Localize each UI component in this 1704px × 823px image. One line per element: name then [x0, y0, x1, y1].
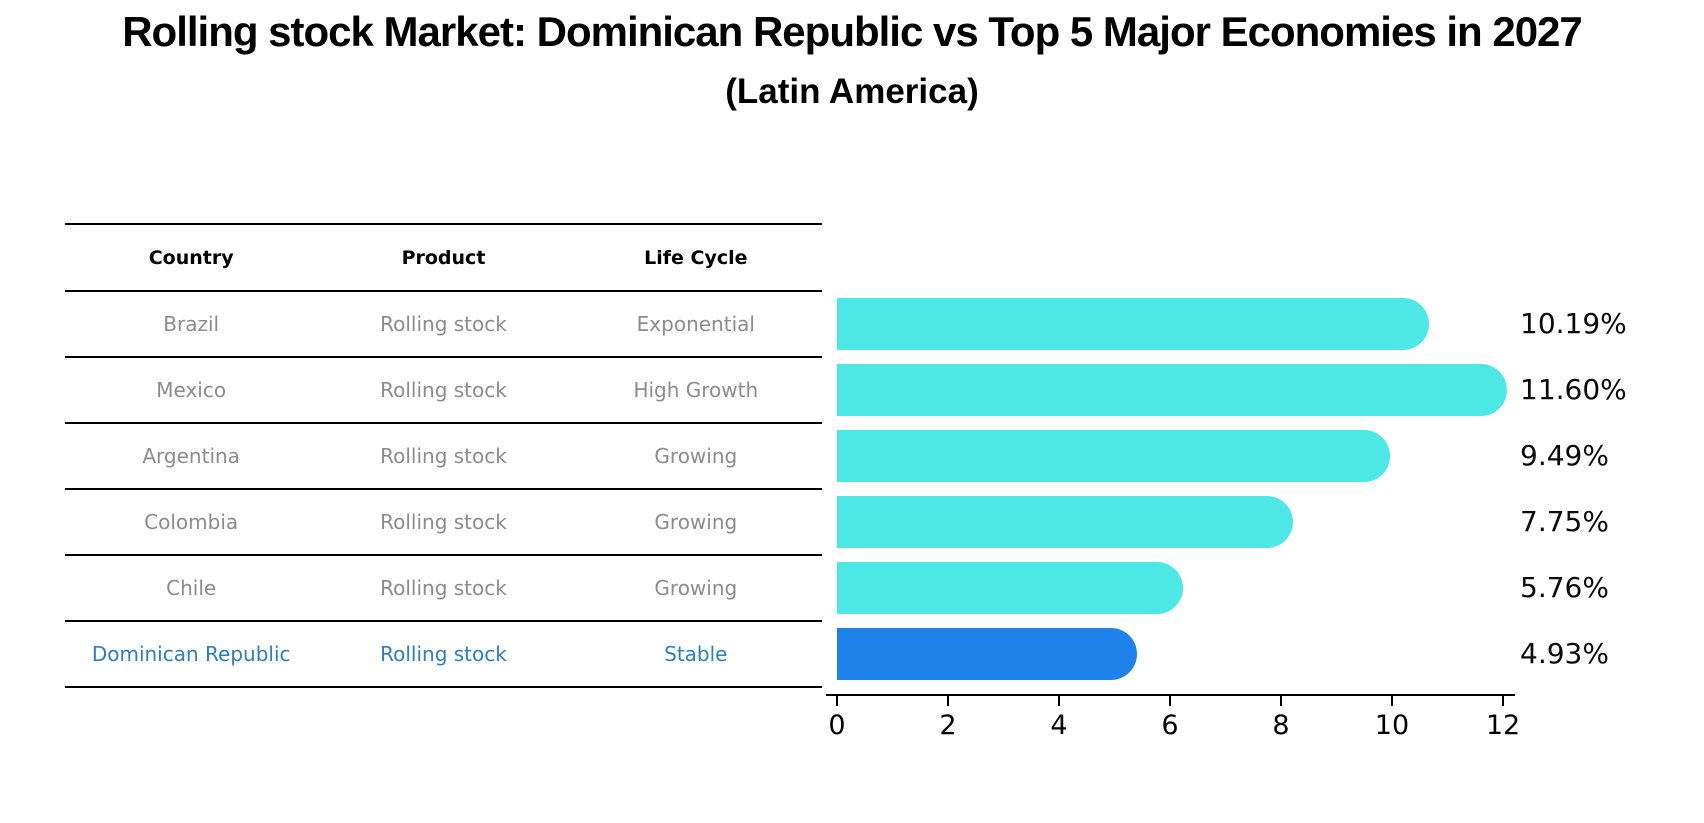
tick-label: 8 — [1272, 710, 1290, 741]
tick-mark — [836, 696, 838, 706]
table-row: Argentina Rolling stock Growing — [65, 424, 822, 490]
bar-colombia — [837, 496, 1294, 548]
tick-label: 4 — [1050, 710, 1068, 741]
bar-row — [837, 364, 1537, 416]
value-label-mexico: 11.60% — [1520, 373, 1627, 406]
tick-mark — [1390, 696, 1393, 706]
tick-mark — [1280, 696, 1282, 706]
table-row: Colombia Rolling stock Growing — [65, 490, 822, 556]
cell-country: Chile — [166, 576, 217, 600]
table-row: Chile Rolling stock Growing — [65, 556, 822, 622]
table-row: Mexico Rolling stock High Growth — [65, 358, 822, 424]
x-axis-line — [826, 694, 1515, 696]
tick-mark — [1502, 696, 1504, 706]
cell-product: Rolling stock — [380, 378, 507, 402]
table-header-country: Country — [148, 246, 234, 269]
table-header-life-cycle: Life Cycle — [644, 246, 748, 269]
value-label-chile: 5.76% — [1520, 571, 1609, 604]
country-table: Country Product Life Cycle Brazil Rollin… — [65, 223, 822, 688]
cell-product: Rolling stock — [380, 444, 507, 468]
bar-argentina — [837, 430, 1390, 482]
table-header-row: Country Product Life Cycle — [65, 225, 822, 292]
tick-label: 2 — [939, 710, 957, 741]
cell-country: Mexico — [156, 378, 227, 402]
value-label-argentina: 9.49% — [1520, 439, 1609, 472]
value-label-brazil: 10.19% — [1520, 307, 1627, 340]
value-labels: 10.19% 11.60% 9.49% 7.75% 5.76% 4.93% — [1520, 298, 1627, 694]
bar-mexico — [837, 364, 1507, 416]
cell-life-cycle: High Growth — [633, 378, 759, 402]
bar-row — [837, 496, 1537, 548]
cell-country: Colombia — [144, 510, 239, 534]
cell-country: Brazil — [163, 312, 220, 336]
table-row-dominican-republic: Dominican Republic Rolling stock Stable — [65, 622, 822, 688]
bar-row — [837, 298, 1537, 350]
x-axis-ticks: 0 2 4 6 8 10 12 — [828, 696, 1520, 746]
table-row: Brazil Rolling stock Exponential — [65, 292, 822, 358]
cell-product: Rolling stock — [380, 510, 507, 534]
chart-subtitle: (Latin America) — [725, 72, 979, 111]
table-header-product: Product — [401, 246, 486, 269]
cell-life-cycle: Growing — [654, 444, 738, 468]
tick-label: 10 — [1374, 710, 1410, 741]
value-label-dominican-republic: 4.93% — [1520, 637, 1609, 670]
tick-mark — [1057, 696, 1060, 706]
bar-dominican-republic — [837, 628, 1137, 680]
cell-product: Rolling stock — [380, 312, 507, 336]
tick-label: 6 — [1161, 710, 1179, 741]
bar-row — [837, 430, 1537, 482]
cell-country: Dominican Republic — [91, 642, 291, 666]
value-label-colombia: 7.75% — [1520, 505, 1609, 538]
tick-mark — [1169, 696, 1171, 706]
cell-product: Rolling stock — [380, 642, 507, 666]
tick-label: 12 — [1485, 710, 1521, 741]
tick-label: 0 — [828, 710, 846, 741]
bar-plot-area — [837, 298, 1537, 694]
chart-title: Rolling stock Market: Dominican Republic… — [122, 8, 1583, 55]
tick-mark — [947, 696, 949, 706]
bar-row — [837, 628, 1537, 680]
bar-chile — [837, 562, 1183, 614]
cell-country: Argentina — [142, 444, 240, 468]
cell-life-cycle: Growing — [654, 510, 738, 534]
cell-life-cycle: Growing — [654, 576, 738, 600]
cell-product: Rolling stock — [380, 576, 507, 600]
cell-life-cycle: Exponential — [636, 312, 755, 336]
bar-brazil — [837, 298, 1429, 350]
bar-row — [837, 562, 1537, 614]
cell-life-cycle: Stable — [664, 642, 728, 666]
